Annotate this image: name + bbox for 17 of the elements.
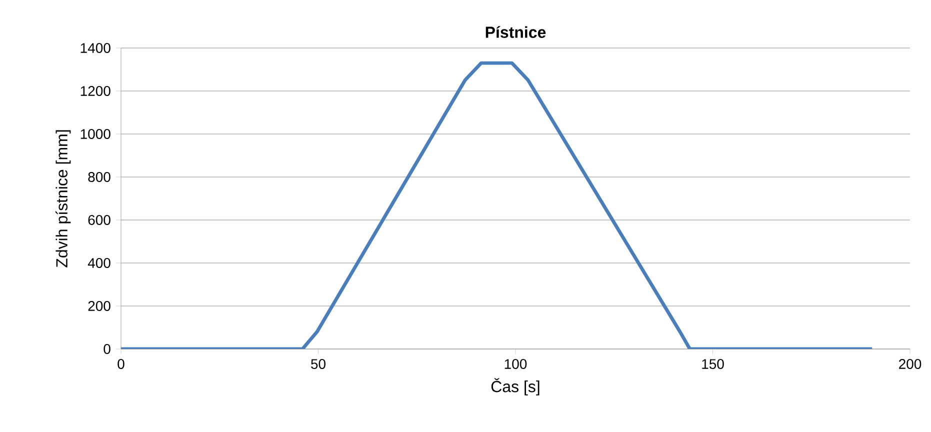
y-tick-label: 0 [104, 344, 110, 354]
y-tick-label: 1200 [80, 86, 110, 96]
x-axis-title: Čas [s] [491, 378, 540, 396]
x-tick-label: 150 [702, 359, 724, 369]
y-axis-title: Zdvih pístnice [mm] [56, 130, 71, 268]
y-tick-label: 1400 [80, 43, 110, 53]
x-tick-label: 100 [504, 359, 527, 369]
y-tick-label: 800 [88, 172, 110, 182]
y-tick-label: 200 [88, 301, 110, 311]
y-tick-label: 600 [88, 215, 110, 225]
y-tick-label: 1000 [80, 129, 110, 139]
y-tick-label: 400 [88, 258, 110, 268]
x-tick-label: 50 [311, 359, 326, 369]
x-tick-label: 0 [118, 359, 124, 369]
line-series [121, 61, 874, 349]
chart-title: Pístnice [486, 26, 546, 38]
x-tick-label: 200 [899, 359, 922, 369]
